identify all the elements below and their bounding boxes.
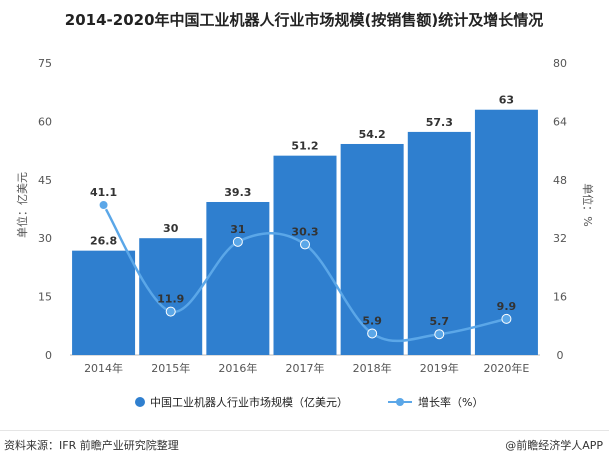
bar-data-label: 51.2 bbox=[291, 140, 318, 153]
bar-data-label: 54.2 bbox=[359, 128, 386, 141]
legend-bar-label: 中国工业机器人行业市场规模（亿美元） bbox=[150, 395, 348, 409]
bar-series: 26.8 30 39.3 51.2 54.2 57.3 63 bbox=[72, 94, 538, 355]
y2-tick-label: 64 bbox=[553, 115, 567, 128]
x-tick-label: 2018年 bbox=[353, 361, 392, 375]
x-tick-label: 2020年E bbox=[483, 361, 529, 375]
chart-title: 2014-2020年中国工业机器人行业市场规模(按销售额)统计及增长情况 bbox=[65, 11, 543, 29]
y-tick-label: 0 bbox=[45, 349, 52, 362]
x-tick-label: 2016年 bbox=[218, 361, 257, 375]
y-tick-label: 60 bbox=[38, 115, 52, 128]
line-point bbox=[98, 199, 109, 210]
line-point bbox=[165, 306, 176, 317]
legend-bar-marker bbox=[135, 397, 145, 407]
source-note: 资料来源：IFR 前瞻产业研究院整理 bbox=[4, 439, 179, 452]
y-tick-label: 45 bbox=[38, 174, 52, 187]
x-tick-label: 2019年 bbox=[420, 361, 459, 375]
legend-line-label: 增长率（%） bbox=[418, 395, 483, 409]
y2-axis-label: 单位：% bbox=[581, 183, 595, 226]
line-point bbox=[367, 328, 378, 339]
bar-data-label: 57.3 bbox=[426, 116, 453, 129]
brand-credit: @前瞻经济学人APP bbox=[505, 439, 603, 452]
y-tick-label: 75 bbox=[38, 57, 52, 70]
chart: 2014-2020年中国工业机器人行业市场规模(按销售额)统计及增长情况 单位：… bbox=[15, 11, 595, 409]
line-data-label: 5.9 bbox=[362, 314, 382, 327]
line-data-label: 31 bbox=[230, 223, 245, 236]
y2-axis-ticks: 0 16 32 48 64 80 bbox=[553, 57, 567, 362]
y-axis-ticks: 0 15 30 45 60 75 bbox=[38, 57, 52, 362]
bar-data-label: 63 bbox=[499, 94, 514, 107]
x-tick-label: 2017年 bbox=[286, 361, 325, 375]
line-data-label: 9.9 bbox=[497, 300, 517, 313]
y2-tick-label: 80 bbox=[553, 57, 567, 70]
y2-tick-label: 48 bbox=[553, 174, 567, 187]
bar bbox=[407, 131, 471, 355]
line-point bbox=[300, 239, 310, 250]
y-axis-label: 单位：亿美元 bbox=[15, 172, 29, 238]
bar bbox=[340, 143, 404, 355]
bar bbox=[273, 155, 337, 355]
legend-line-dot bbox=[396, 398, 404, 406]
y-tick-label: 30 bbox=[38, 232, 52, 245]
line-data-label: 11.9 bbox=[157, 293, 184, 306]
line-series: 41.1 11.9 31 30.3 5.9 5.7 9.9 bbox=[90, 186, 517, 343]
x-tick-label: 2014年 bbox=[84, 361, 123, 375]
bar bbox=[206, 201, 270, 355]
line-data-label: 30.3 bbox=[291, 225, 318, 238]
footer: 资料来源：IFR 前瞻产业研究院整理 @前瞻经济学人APP bbox=[0, 430, 609, 453]
line-data-label: 41.1 bbox=[90, 186, 117, 199]
line-data-label: 5.7 bbox=[430, 315, 450, 328]
bar bbox=[139, 238, 203, 355]
legend: 中国工业机器人行业市场规模（亿美元） 增长率（%） bbox=[135, 395, 483, 409]
line-point bbox=[232, 236, 243, 247]
y2-tick-label: 16 bbox=[553, 291, 567, 304]
bar bbox=[72, 250, 136, 355]
y-tick-label: 15 bbox=[38, 291, 52, 304]
line-point bbox=[434, 329, 445, 340]
line-point bbox=[501, 313, 512, 324]
y2-tick-label: 32 bbox=[553, 232, 567, 245]
bar-data-label: 39.3 bbox=[224, 186, 251, 199]
bar-data-label: 26.8 bbox=[90, 235, 117, 248]
bar-data-label: 30 bbox=[163, 222, 179, 235]
x-axis-ticks: 2014年 2015年 2016年 2017年 2018年 2019年 2020年E bbox=[84, 361, 529, 375]
x-tick-label: 2015年 bbox=[151, 361, 190, 375]
y2-tick-label: 0 bbox=[557, 349, 564, 362]
